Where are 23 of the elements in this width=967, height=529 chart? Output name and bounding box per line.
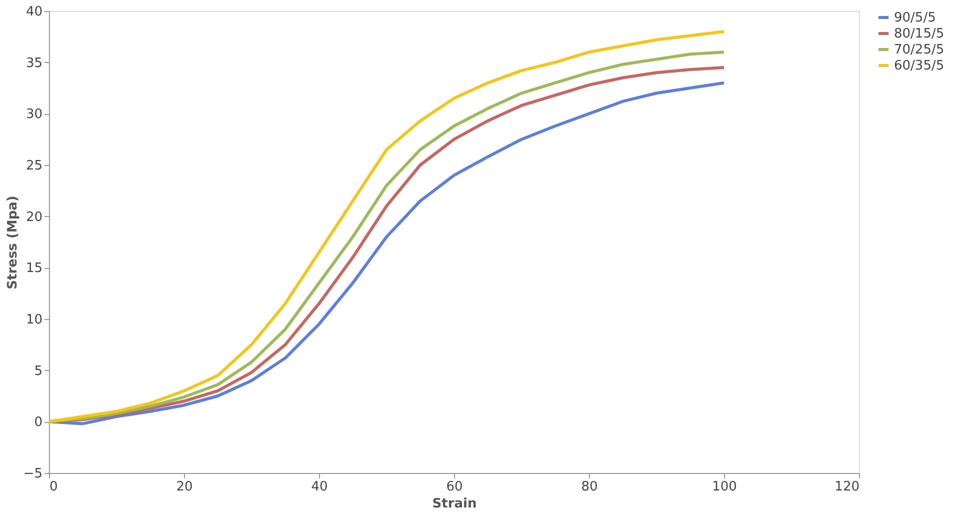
legend-label: 90/5/5 — [894, 10, 936, 26]
y-tick-label: 15 — [26, 261, 42, 276]
y-tick-label: 35 — [26, 56, 42, 71]
x-tick-label: 80 — [581, 480, 598, 494]
y-tick-label: 5 — [34, 364, 42, 379]
legend-label: 80/15/5 — [894, 26, 944, 42]
x-tick-label: 0 — [50, 480, 58, 494]
x-tick-label: 120 — [834, 480, 860, 494]
y-axis-title: Stress (Mpa) — [5, 196, 20, 290]
x-tick-label: 60 — [446, 480, 463, 494]
x-axis-title: Strain — [432, 496, 477, 512]
y-tick-label: 10 — [26, 312, 42, 328]
y-tick-label: 20 — [26, 210, 42, 225]
legend-label: 60/35/5 — [894, 58, 944, 74]
x-tick-label: 20 — [176, 480, 193, 494]
x-tick-label: 100 — [712, 480, 737, 494]
y-tick-label: 40 — [26, 4, 42, 20]
y-tick-label: 30 — [26, 107, 42, 122]
y-tick-label: 25 — [26, 158, 42, 174]
legend-label: 70/25/5 — [894, 42, 944, 58]
x-tick-label: 40 — [311, 480, 328, 494]
y-tick-label: −5 — [23, 466, 42, 482]
y-tick-label: 0 — [34, 415, 42, 430]
